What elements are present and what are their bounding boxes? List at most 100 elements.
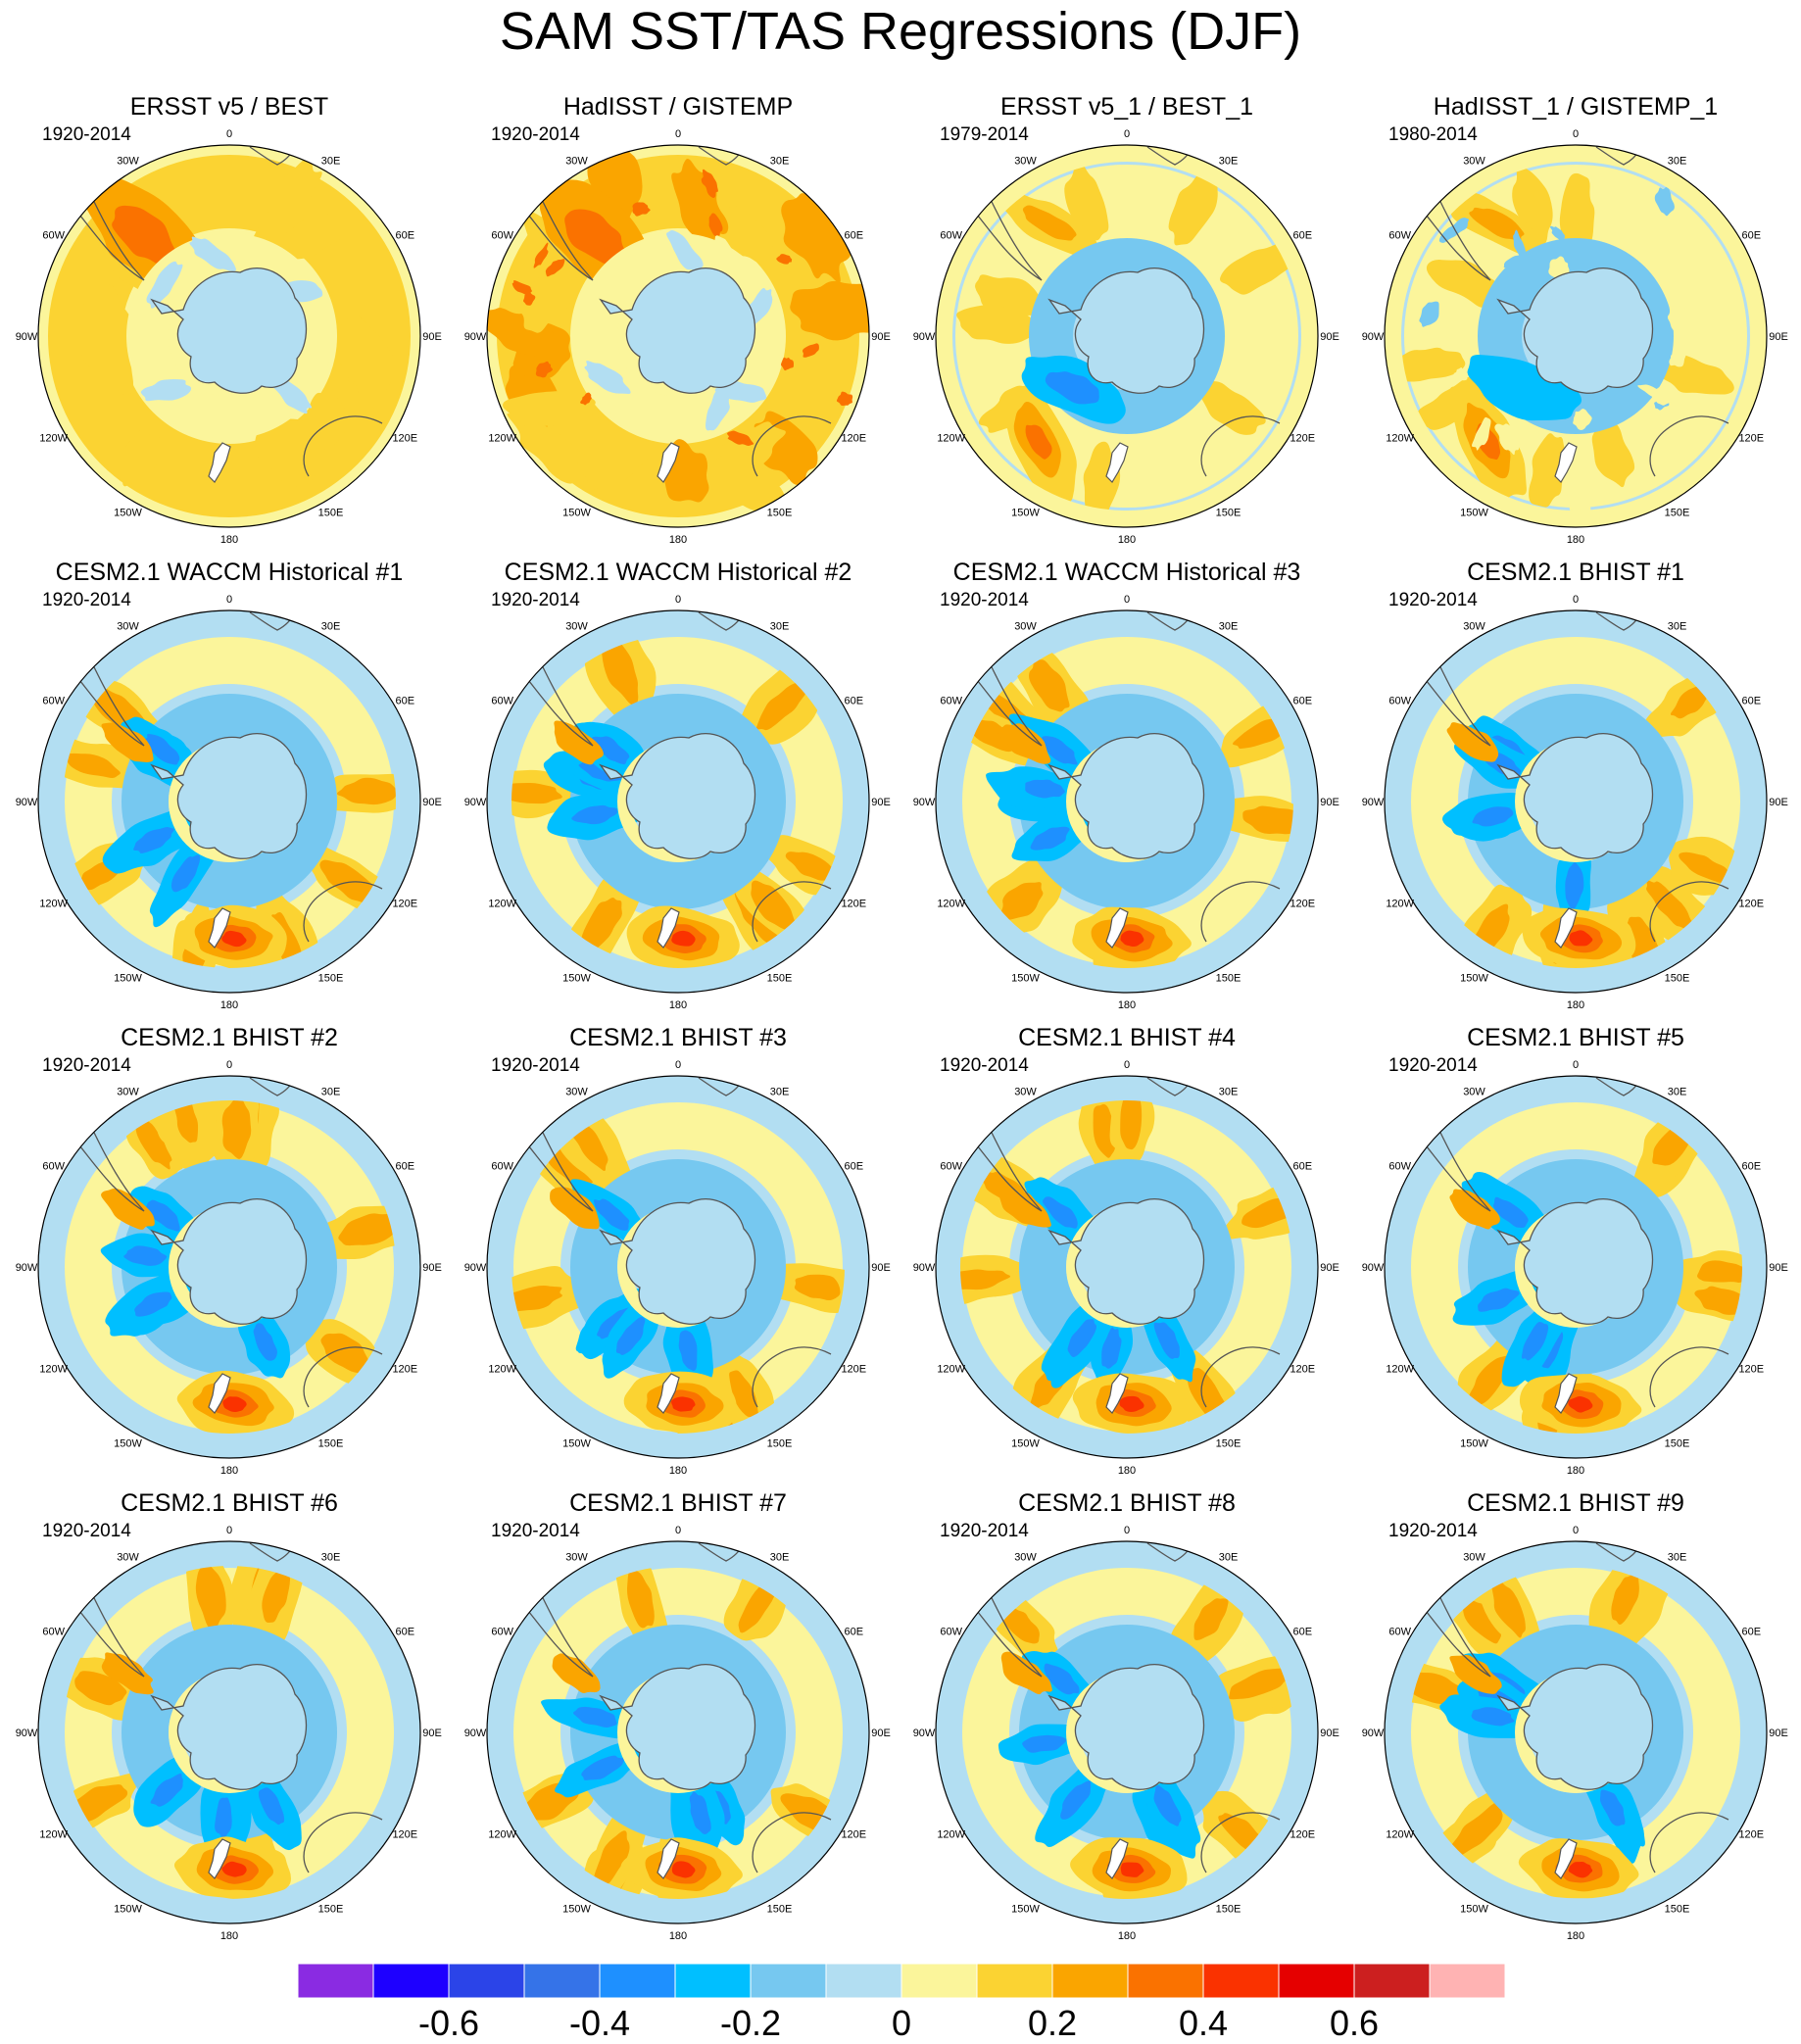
colorbar-tick-label: -0.2 [719, 2003, 782, 2043]
longitude-label: 120W [39, 433, 68, 445]
longitude-label: 180 [220, 534, 238, 546]
longitude-label: 150W [562, 1903, 591, 1915]
longitude-label: 150E [1665, 1437, 1690, 1449]
longitude-label: 90E [1769, 1262, 1788, 1274]
panel-years: 1920-2014 [1388, 590, 1478, 610]
longitude-label: 60E [1742, 230, 1762, 242]
panel-title: CESM2.1 BHIST #3 [569, 1024, 787, 1051]
polar-stereographic-map: 0 30E 60E 90E 120E 150E 180 150W 120W 90W 60W 30W [913, 1525, 1339, 1942]
polar-stereographic-map: 0 30E 60E 90E 120E 150E 180 150W 120W 90W 60W 30W [464, 594, 891, 1011]
longitude-label: 150E [318, 1437, 344, 1449]
longitude-label: 0 [1124, 594, 1130, 606]
longitude-label: 90E [1769, 1728, 1788, 1739]
polar-stereographic-map: 0 30E 60E 90E 120E 150E 180 150W 120W 90W 60W 30W [16, 594, 442, 1011]
longitude-label: 120W [488, 1829, 516, 1841]
panel-years: 1920-2014 [42, 1521, 131, 1541]
map-panel: 0 30E 60E 90E 120E 150E 180 150W 120W 90W 60W 30W CE… [902, 1488, 1351, 1949]
longitude-label: 120W [39, 1829, 68, 1841]
colorbar-tick-label: 0.4 [1178, 2003, 1229, 2043]
panel-years: 1920-2014 [491, 1055, 580, 1076]
longitude-label: 60W [491, 230, 513, 242]
longitude-label: 60W [42, 696, 65, 707]
polar-stereographic-map: 0 30E 60E 90E 120E 150E 180 150W 120W 90W 60W 30W [16, 1059, 442, 1477]
longitude-label: 90E [422, 331, 442, 343]
colorbar-swatch [523, 1964, 601, 1999]
colorbar-swatch [1051, 1964, 1129, 1999]
longitude-label: 150W [562, 972, 591, 984]
panel-years: 1920-2014 [42, 124, 131, 145]
longitude-label: 150E [1665, 507, 1690, 518]
longitude-label: 0 [226, 594, 232, 606]
longitude-label: 90E [1769, 797, 1788, 808]
longitude-label: 30W [565, 1552, 588, 1564]
map-panel: 0 30E 60E 90E 120E 150E 180 150W 120W 90W 60W 30W CE… [1351, 558, 1800, 1018]
longitude-label: 30W [1463, 1087, 1485, 1098]
longitude-label: 150E [1216, 1437, 1241, 1449]
polar-stereographic-map: 0 30E 60E 90E 120E 150E 180 150W 120W 90W 60W 30W [913, 1059, 1339, 1477]
colorbar-swatch [1278, 1964, 1355, 1999]
longitude-label: 180 [1567, 999, 1584, 1011]
longitude-label: 30W [117, 1087, 139, 1098]
map-panel: 0 30E 60E 90E 120E 150E 180 150W 120W 90W 60W 30W Ha… [1351, 92, 1800, 553]
longitude-label: 60E [1742, 1627, 1762, 1638]
longitude-label: 90E [422, 797, 442, 808]
colorbar-swatch [298, 1964, 374, 1999]
panel-years: 1920-2014 [940, 590, 1029, 610]
longitude-label: 120W [937, 1829, 965, 1841]
longitude-label: 150W [1460, 1437, 1488, 1449]
longitude-label: 150E [1216, 1903, 1241, 1915]
polar-stereographic-map: 0 30E 60E 90E 120E 150E 180 150W 120W 90W 60W 30W [464, 1059, 891, 1477]
longitude-label: 180 [669, 1465, 687, 1477]
longitude-label: 150W [1460, 507, 1488, 518]
longitude-label: 120E [841, 1364, 866, 1376]
longitude-label: 90W [913, 1728, 936, 1739]
longitude-label: 120W [937, 1364, 965, 1376]
longitude-label: 30E [770, 156, 790, 168]
longitude-label: 30W [1463, 1552, 1485, 1564]
longitude-label: 90W [16, 1728, 38, 1739]
longitude-label: 60W [42, 1627, 65, 1638]
longitude-label: 90W [1362, 1728, 1385, 1739]
polar-stereographic-map: 0 30E 60E 90E 120E 150E 180 150W 120W 90W 60W 30W [464, 128, 891, 546]
map-panel: 0 30E 60E 90E 120E 150E 180 150W 120W 90W 60W 30W CE… [1351, 1488, 1800, 1949]
longitude-label: 0 [1573, 1059, 1579, 1071]
longitude-label: 150E [767, 1437, 793, 1449]
longitude-label: 120W [39, 1364, 68, 1376]
longitude-label: 150W [114, 1903, 142, 1915]
colorbar-swatch [900, 1964, 978, 1999]
map-panel: 0 30E 60E 90E 120E 150E 180 150W 120W 90W 60W 30W ER… [5, 92, 454, 553]
longitude-label: 150W [562, 1437, 591, 1449]
longitude-label: 90W [464, 797, 487, 808]
longitude-label: 30E [1219, 156, 1239, 168]
longitude-label: 60W [491, 1627, 513, 1638]
colorbar-swatch [448, 1964, 525, 1999]
longitude-label: 30E [1219, 1087, 1239, 1098]
longitude-label: 30W [117, 621, 139, 633]
colorbar-swatch [1202, 1964, 1280, 1999]
longitude-label: 90W [1362, 1262, 1385, 1274]
longitude-label: 90W [913, 797, 936, 808]
longitude-label: 30W [117, 156, 139, 168]
longitude-label: 30W [1014, 1087, 1037, 1098]
longitude-label: 60W [940, 230, 962, 242]
longitude-label: 60E [1293, 230, 1313, 242]
longitude-label: 150E [318, 507, 344, 518]
longitude-label: 120E [841, 433, 866, 445]
longitude-label: 30E [770, 621, 790, 633]
colorbar [298, 1964, 1505, 1999]
longitude-label: 120E [841, 1829, 866, 1841]
longitude-label: 120E [841, 899, 866, 910]
longitude-label: 180 [1567, 534, 1584, 546]
longitude-label: 0 [675, 594, 681, 606]
longitude-label: 150E [767, 1903, 793, 1915]
panel-years: 1920-2014 [491, 1521, 580, 1541]
longitude-label: 180 [1118, 1930, 1136, 1942]
longitude-label: 60W [1388, 696, 1411, 707]
longitude-label: 60W [42, 230, 65, 242]
panel-title: CESM2.1 BHIST #4 [1018, 1024, 1236, 1051]
map-panel: 0 30E 60E 90E 120E 150E 180 150W 120W 90W 60W 30W CE… [1351, 1023, 1800, 1484]
longitude-label: 30W [1463, 156, 1485, 168]
longitude-label: 0 [1124, 1059, 1130, 1071]
longitude-label: 60E [845, 696, 864, 707]
longitude-label: 150E [1665, 972, 1690, 984]
